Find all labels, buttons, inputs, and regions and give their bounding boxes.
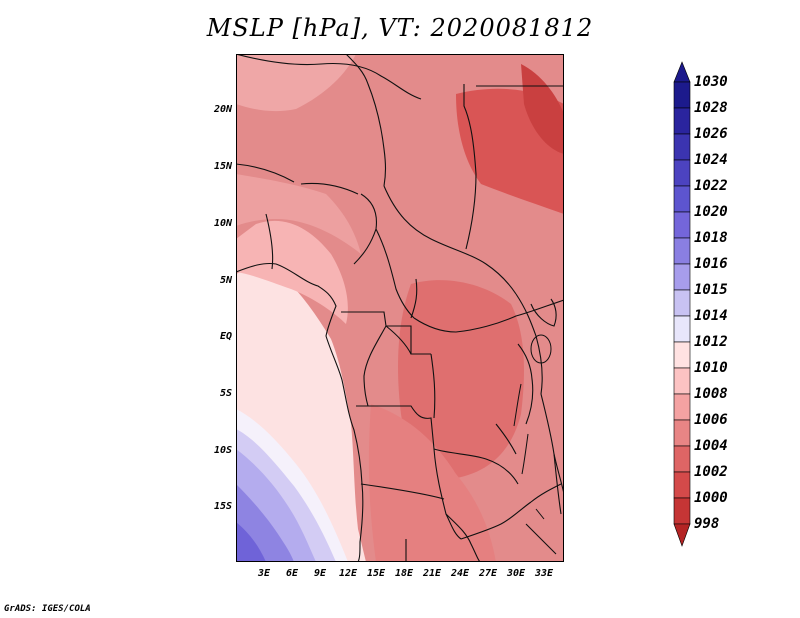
lon-label-27e: 27E	[478, 568, 498, 579]
lon-label-6e: 6E	[285, 568, 299, 579]
lat-label-10s: 10S	[213, 445, 232, 456]
colorbar-segment	[673, 289, 691, 317]
lon-label-21e: 21E	[422, 568, 442, 579]
colorbar-level-label: 1002	[694, 464, 728, 480]
colorbar-arrow-bottom	[673, 523, 691, 547]
colorbar-segment	[673, 445, 691, 473]
congo-basin-region	[398, 280, 524, 479]
colorbar-level-label: 1014	[694, 308, 728, 324]
colorbar-segment	[673, 367, 691, 395]
colorbar-segment	[673, 315, 691, 343]
colorbar-segment	[673, 133, 691, 161]
lat-label-10n: 10N	[213, 218, 232, 229]
colorbar-level-label: 1006	[694, 412, 728, 428]
lat-label-15n: 15N	[213, 161, 232, 172]
north-high-region	[236, 54, 356, 112]
colorbar-level-label: 1012	[694, 334, 728, 350]
lat-label-5n: 5N	[219, 275, 232, 286]
colorbar-level-label: 1024	[694, 152, 728, 168]
colorbar-level-label: 1026	[694, 126, 728, 142]
colorbar-segment	[673, 159, 691, 187]
west-africa-region	[236, 174, 361, 254]
colorbar-level-label: 1020	[694, 204, 728, 220]
colorbar-segment	[673, 211, 691, 239]
lat-label-5s: 5S	[219, 388, 232, 399]
colorbar-level-label: 1000	[694, 490, 728, 506]
colorbar-segment	[673, 341, 691, 369]
colorbar-level-label: 998	[694, 516, 720, 532]
colorbar-level-label: 1008	[694, 386, 728, 402]
colorbar-level-label: 1015	[694, 282, 728, 298]
lat-label-20n: 20N	[213, 104, 232, 115]
colorbar-segment	[673, 263, 691, 291]
credit-text: GrADS: IGES/COLA	[4, 604, 91, 614]
colorbar-segment	[673, 393, 691, 421]
colorbar-segment	[673, 419, 691, 447]
colorbar-level-label: 1028	[694, 100, 728, 116]
lon-label-18e: 18E	[394, 568, 414, 579]
colorbar-level-label: 1004	[694, 438, 728, 454]
colorbar	[673, 61, 691, 547]
lon-label-30e: 30E	[506, 568, 526, 579]
lon-label-15e: 15E	[366, 568, 386, 579]
chart-title: MSLP [hPa], VT: 2020081812	[206, 14, 594, 42]
lon-label-24e: 24E	[450, 568, 470, 579]
lakes	[513, 334, 552, 520]
lat-label-eq: EQ	[219, 331, 232, 342]
colorbar-segment	[673, 497, 691, 525]
ocean-1020-band	[236, 522, 266, 562]
lon-label-3e: 3E	[257, 568, 271, 579]
colorbar-segment	[673, 471, 691, 499]
colorbar-segment	[673, 107, 691, 135]
southern-africa-region	[368, 404, 496, 562]
lon-label-12e: 12E	[338, 568, 358, 579]
colorbar-segment	[673, 237, 691, 265]
lat-label-15s: 15S	[213, 501, 232, 512]
lon-label-9e: 9E	[313, 568, 327, 579]
colorbar-segment	[673, 81, 691, 109]
colorbar-level-label: 1022	[694, 178, 728, 194]
colorbar-level-label: 1018	[694, 230, 728, 246]
colorbar-segment	[673, 185, 691, 213]
map-frame	[236, 54, 564, 562]
colorbar-level-label: 1016	[694, 256, 728, 272]
colorbar-arrow-top	[673, 61, 691, 83]
pressure-map	[236, 54, 564, 562]
colorbar-level-label: 1030	[694, 74, 728, 90]
lon-label-33e: 33E	[534, 568, 554, 579]
colorbar-level-label: 1010	[694, 360, 728, 376]
